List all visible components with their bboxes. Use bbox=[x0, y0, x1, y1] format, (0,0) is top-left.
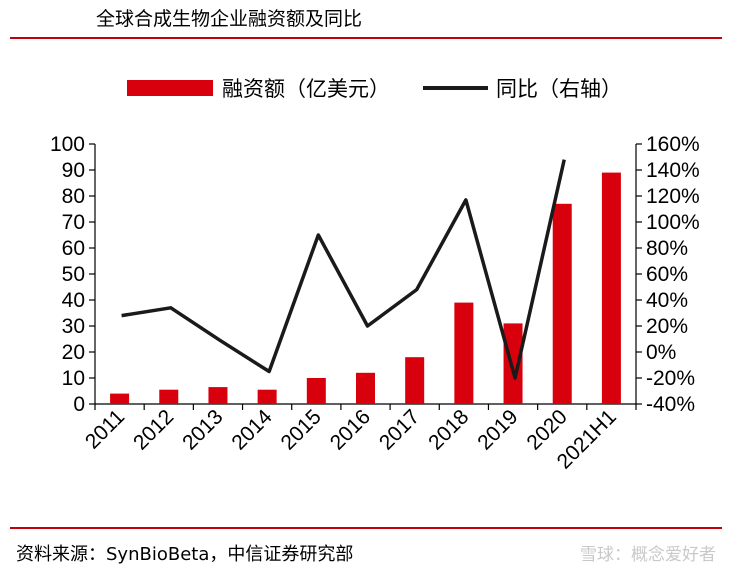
right-tick-label: 160% bbox=[646, 133, 700, 156]
bar-financing-2016 bbox=[356, 372, 375, 404]
right-tick-label: 80% bbox=[646, 237, 688, 260]
x-category-label: 2015 bbox=[277, 405, 326, 454]
right-tick-label: 120% bbox=[646, 185, 700, 208]
bar-financing-2021H1 bbox=[601, 172, 621, 404]
bar-financing-2020 bbox=[552, 203, 572, 404]
left-tick-label: 0 bbox=[73, 393, 85, 416]
source-note: 资料来源：SynBioBeta，中信证券研究部 bbox=[16, 544, 354, 565]
right-tick-label: 40% bbox=[646, 289, 688, 312]
bottom-divider bbox=[10, 527, 722, 529]
left-tick-label: 70 bbox=[62, 211, 85, 234]
x-category-label: 2014 bbox=[227, 405, 277, 455]
bar-financing-2018 bbox=[454, 302, 474, 404]
x-category-label: 2013 bbox=[178, 405, 227, 454]
left-tick-label: 20 bbox=[62, 341, 85, 364]
left-tick-label: 30 bbox=[62, 315, 85, 338]
right-tick-label: -20% bbox=[646, 367, 695, 390]
x-category-label: 2012 bbox=[129, 405, 178, 454]
bar-financing-2014 bbox=[257, 389, 277, 404]
top-divider bbox=[10, 37, 722, 39]
left-tick-label: 40 bbox=[62, 289, 85, 312]
legend-bar-swatch bbox=[127, 80, 213, 96]
legend-bar-label: 融资额（亿美元） bbox=[222, 77, 390, 101]
x-category-label: 2018 bbox=[424, 405, 473, 454]
yoy-line bbox=[121, 159, 566, 380]
right-tick-label: -40% bbox=[646, 393, 695, 416]
x-category-label: 2016 bbox=[326, 405, 375, 454]
left-tick-label: 90 bbox=[62, 159, 85, 182]
right-tick-label: 140% bbox=[646, 159, 700, 182]
right-tick-label: 0% bbox=[646, 341, 676, 364]
right-tick-label: 20% bbox=[646, 315, 688, 338]
left-tick-label: 50 bbox=[62, 263, 85, 286]
right-tick-label: 100% bbox=[646, 211, 700, 234]
bar-financing-2019 bbox=[503, 323, 523, 404]
bar-financing-2011 bbox=[110, 393, 130, 404]
left-tick-label: 10 bbox=[62, 367, 85, 390]
right-tick-label: 60% bbox=[646, 263, 688, 286]
legend-line-label: 同比（右轴） bbox=[496, 77, 622, 101]
left-tick-label: 80 bbox=[62, 185, 85, 208]
bar-financing-2015 bbox=[306, 378, 326, 404]
bar-financing-2013 bbox=[208, 387, 228, 404]
watermark: 雪球：概念爱好者 bbox=[580, 545, 716, 565]
chart-title: 全球合成生物企业融资额及同比 bbox=[96, 8, 363, 30]
x-category-label: 2011 bbox=[81, 405, 129, 453]
left-tick-label: 60 bbox=[62, 237, 85, 260]
chart-canvas: 0 10 20 30 40 50 60 70 80 90 100 -40% -20% 0% 20% 40% 60… bbox=[50, 77, 700, 474]
left-tick-label: 100 bbox=[50, 133, 85, 156]
bar-financing-2012 bbox=[159, 389, 179, 404]
x-category-label: 2019 bbox=[473, 405, 522, 454]
bar-financing-2017 bbox=[405, 357, 425, 404]
x-category-label: 2017 bbox=[375, 405, 424, 454]
